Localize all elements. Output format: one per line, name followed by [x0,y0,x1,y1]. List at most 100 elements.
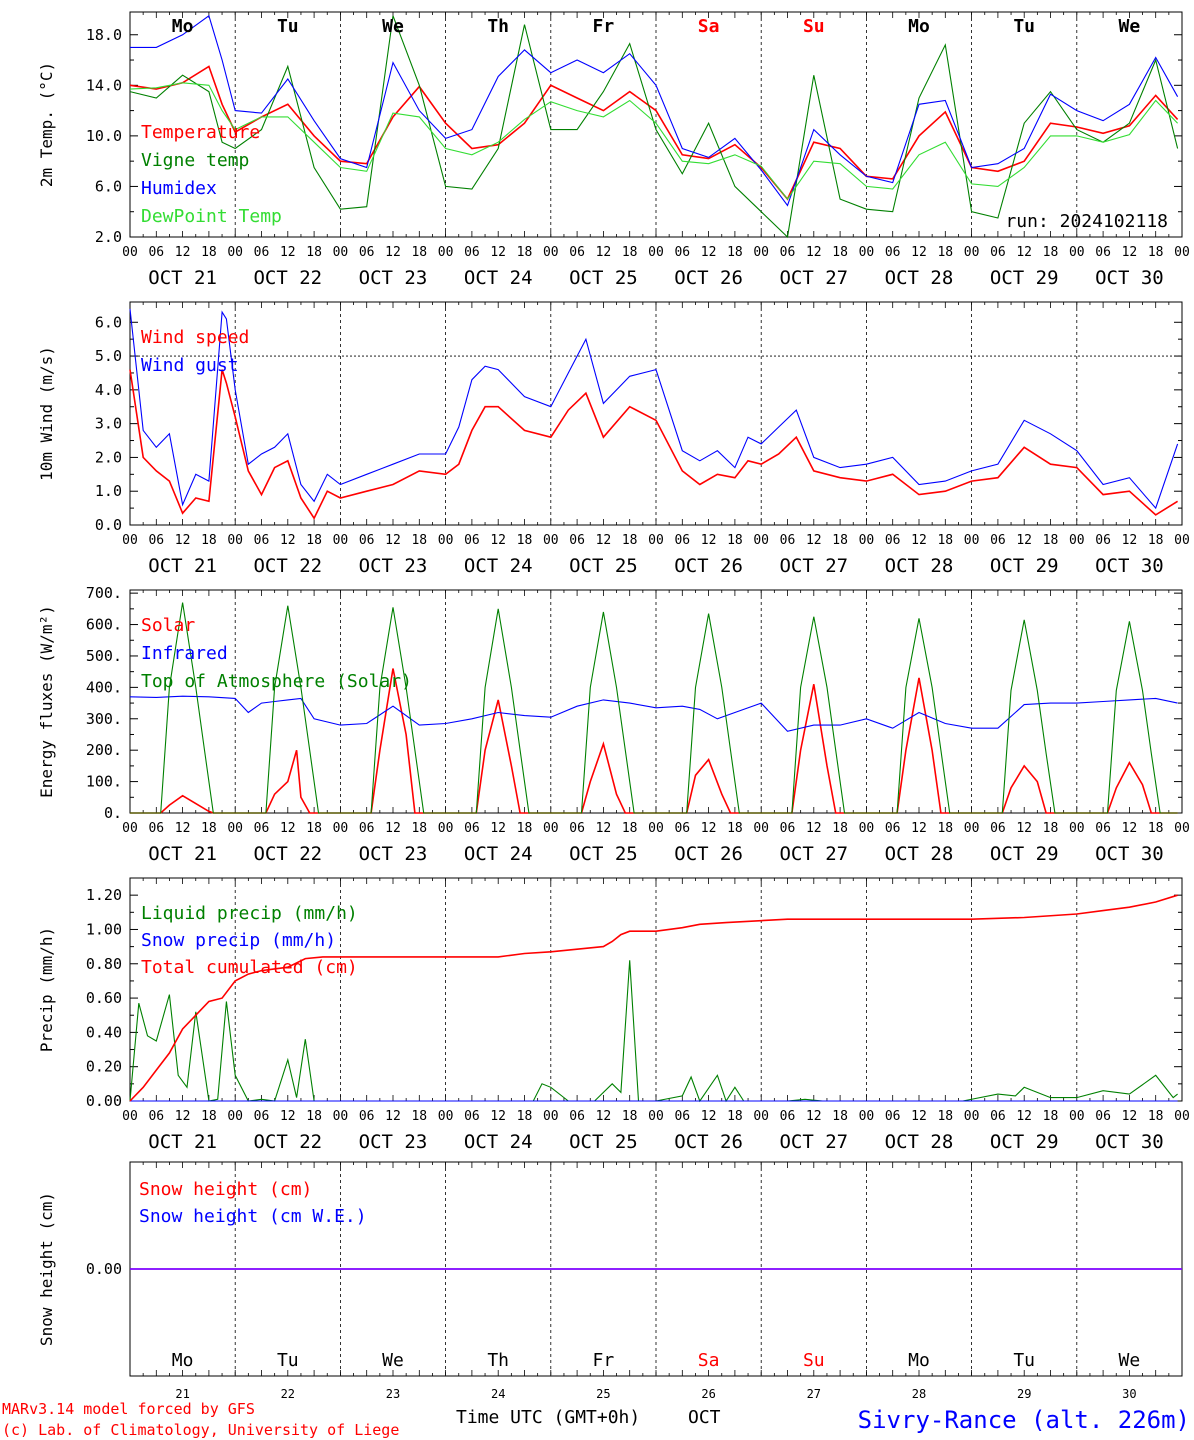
hour-tick-label: 18 [201,1109,217,1124]
day-label: Fr [593,16,615,37]
hour-tick-label: 00 [1174,245,1190,260]
hour-tick-label: 12 [1016,1109,1032,1124]
day-number: 25 [596,1387,610,1401]
y-tick-label: 0.00 [86,1092,122,1110]
date-label: OCT 25 [569,555,638,577]
hour-tick-label: 00 [753,533,769,548]
hour-tick-label: 00 [859,1109,875,1124]
date-label: OCT 22 [253,267,322,289]
hour-tick-label: 18 [622,533,638,548]
series-line-top-of-atmosphere-solar [130,602,1178,814]
series-line-wind-speed [129,369,1179,520]
day-label: Sa [698,1350,720,1371]
hour-tick-label: 18 [411,245,427,260]
y-tick-label: 18.0 [86,26,122,44]
legend-label: Humidex [141,178,217,199]
hour-tick-label: 12 [806,1109,822,1124]
hour-tick-label: 00 [543,821,559,836]
day-label: We [1119,16,1141,37]
hour-tick-label: 12 [280,1109,296,1124]
date-label: OCT 29 [990,555,1059,577]
hour-tick-label: 18 [727,245,743,260]
legend-label: Snow precip (mm/h) [141,930,336,951]
hour-tick-label: 12 [596,1109,612,1124]
hour-tick-label: 18 [306,533,322,548]
hour-tick-label: 00 [438,821,454,836]
hour-tick-label: 06 [148,1109,164,1124]
day-number: 21 [175,1387,189,1401]
hour-tick-label: 18 [517,1109,533,1124]
date-label: OCT 22 [253,843,322,865]
hour-tick-label: 12 [490,821,506,836]
y-tick-label: 1.0 [95,482,122,500]
panel-frame [129,301,1183,526]
y-tick-label: 5.0 [95,347,122,365]
series-line-solar [130,668,1178,814]
hour-tick-label: 00 [648,533,664,548]
hour-tick-label: 06 [885,533,901,548]
day-label: Mo [908,1350,930,1371]
day-label: Mo [172,1350,194,1371]
hour-tick-label: 00 [333,1109,349,1124]
date-label: OCT 23 [359,843,428,865]
y-tick-label: 700. [86,584,122,602]
day-label: Tu [1013,1350,1035,1371]
hour-tick-label: 18 [517,245,533,260]
hour-tick-label: 12 [911,821,927,836]
day-label: Mo [172,16,194,37]
hour-tick-label: 12 [1016,533,1032,548]
day-label: We [1119,1350,1141,1371]
hour-tick-label: 00 [1069,1109,1085,1124]
hour-tick-label: 18 [937,245,953,260]
hour-tick-label: 18 [201,821,217,836]
date-label: OCT 25 [569,1131,638,1153]
hour-tick-label: 06 [990,821,1006,836]
hour-tick-label: 12 [175,1109,191,1124]
hour-tick-label: 18 [1043,245,1059,260]
date-label: OCT 22 [253,1131,322,1153]
hour-tick-label: 00 [227,245,243,260]
series-line-infrared [129,695,1178,732]
day-label: Mo [908,16,930,37]
hour-tick-label: 12 [385,821,401,836]
date-label: OCT 24 [464,1131,533,1153]
y-tick-label: 10.0 [86,127,122,145]
hour-tick-label: 12 [175,533,191,548]
day-label: Sa [698,16,720,37]
day-number: 22 [281,1387,295,1401]
hour-tick-label: 12 [701,1109,717,1124]
y-tick-label: 6.0 [95,177,122,195]
hour-tick-label: 18 [517,533,533,548]
date-label: OCT 30 [1095,267,1164,289]
date-label: OCT 26 [674,843,743,865]
hour-tick-label: 00 [438,245,454,260]
hour-tick-label: 12 [280,821,296,836]
day-label: Fr [593,1350,615,1371]
hour-tick-label: 06 [254,245,270,260]
legend-label: Total cumulated (cm) [141,957,358,978]
hour-tick-label: 12 [385,1109,401,1124]
y-tick-label: 100. [86,773,122,791]
hour-tick-label: 06 [674,533,690,548]
time-axis-label: Time UTC (GMT+0h) [456,1407,640,1428]
hour-tick-label: 06 [1095,1109,1111,1124]
hour-tick-label: 06 [674,1109,690,1124]
day-number: 28 [912,1387,926,1401]
hour-tick-label: 12 [280,245,296,260]
hour-tick-label: 12 [175,245,191,260]
hour-tick-label: 06 [885,245,901,260]
hour-tick-label: 06 [1095,245,1111,260]
hour-tick-label: 00 [964,821,980,836]
y-axis-label: 2m Temp. (°C) [37,62,56,187]
hour-tick-label: 18 [201,533,217,548]
hour-tick-label: 12 [596,821,612,836]
hour-tick-label: 12 [280,533,296,548]
hour-tick-label: 06 [359,533,375,548]
legend-label: Vigne temp [141,150,249,171]
y-axis-label: 10m Wind (m/s) [37,346,56,481]
hour-tick-label: 12 [911,533,927,548]
series-line-humidex [130,14,1179,207]
hour-tick-label: 06 [464,533,480,548]
hour-tick-label: 06 [359,821,375,836]
